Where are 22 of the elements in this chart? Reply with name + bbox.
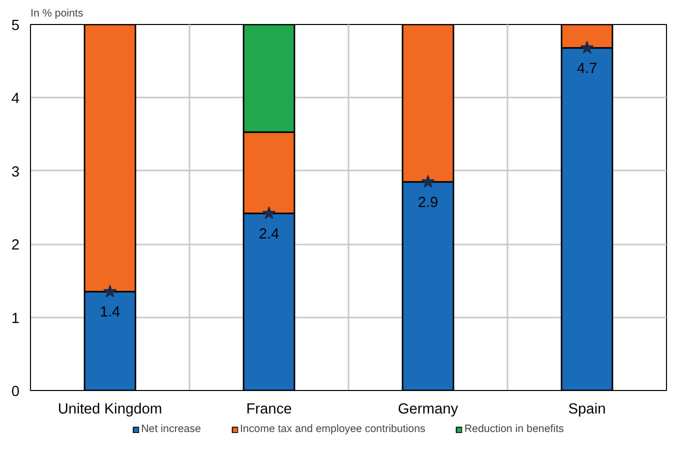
y-tick-label: 3: [11, 164, 20, 180]
point: [421, 174, 435, 188]
legend-label: Net increase: [141, 423, 201, 435]
x-tick-label: United Kingdom: [58, 402, 162, 418]
y-tick-label: 0: [11, 384, 20, 400]
y-tick-label: 1: [11, 310, 20, 327]
data-label: 4.7: [576, 60, 598, 77]
x-tick-label: France: [246, 402, 292, 418]
y-tick-label: 5: [11, 18, 20, 34]
y-axis-title: In % points: [30, 8, 84, 20]
legend-label: Income tax and employee contributions: [240, 423, 426, 435]
x-tick-label: Germany: [398, 402, 459, 418]
point: [262, 206, 276, 220]
legend-label: Reduction in benefits: [464, 423, 564, 435]
data-label: 1.4: [100, 304, 120, 321]
x-tick-label: Spain: [568, 402, 606, 418]
data-label: 2.4: [258, 226, 280, 242]
data-label: 2.9: [418, 194, 438, 211]
y-tick-label: 4: [11, 91, 20, 108]
point: [103, 284, 117, 298]
point: [580, 40, 594, 54]
y-tick-label: 2: [11, 238, 20, 254]
